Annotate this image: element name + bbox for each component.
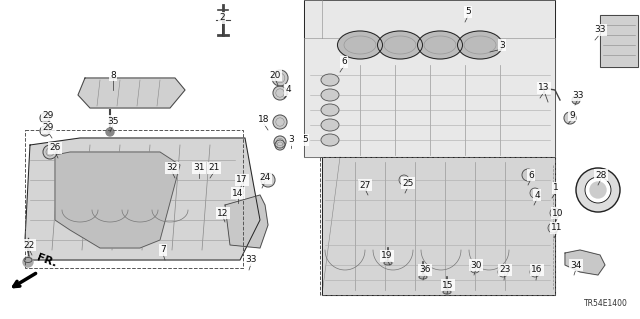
Text: 14: 14 [232, 189, 244, 197]
Polygon shape [78, 78, 185, 108]
Circle shape [40, 113, 50, 123]
Ellipse shape [321, 119, 339, 131]
Circle shape [275, 140, 285, 150]
Text: 33: 33 [572, 91, 584, 100]
Circle shape [261, 173, 275, 187]
Circle shape [576, 168, 620, 212]
Text: 34: 34 [570, 261, 582, 270]
Bar [600, 15, 638, 67]
Circle shape [273, 86, 287, 100]
Text: 1: 1 [553, 183, 559, 192]
Text: 36: 36 [419, 265, 431, 275]
Text: 35: 35 [108, 116, 119, 125]
Circle shape [23, 257, 33, 267]
Text: 21: 21 [208, 164, 220, 173]
Text: 29: 29 [42, 123, 54, 132]
Text: 22: 22 [24, 241, 35, 249]
Polygon shape [565, 250, 605, 275]
Ellipse shape [417, 31, 463, 59]
Ellipse shape [337, 31, 383, 59]
Circle shape [564, 112, 576, 124]
Text: 15: 15 [442, 280, 454, 290]
Text: 30: 30 [470, 261, 482, 270]
Text: 32: 32 [166, 164, 178, 173]
Text: 10: 10 [552, 209, 564, 218]
Text: 29: 29 [42, 110, 54, 120]
Circle shape [274, 136, 286, 148]
Text: 19: 19 [381, 251, 393, 261]
Text: 5: 5 [465, 8, 471, 17]
Circle shape [530, 267, 540, 277]
Circle shape [470, 263, 480, 273]
Text: 4: 4 [534, 190, 540, 199]
Ellipse shape [321, 104, 339, 116]
Circle shape [43, 145, 57, 159]
Text: 6: 6 [528, 170, 534, 180]
Text: 23: 23 [499, 265, 511, 275]
Text: 33: 33 [595, 26, 605, 34]
Circle shape [585, 177, 611, 203]
Ellipse shape [321, 74, 339, 86]
Polygon shape [304, 0, 555, 157]
Bar [25, 130, 243, 268]
Circle shape [548, 223, 558, 233]
Bar [358, 180, 366, 190]
Circle shape [590, 182, 606, 198]
Text: 28: 28 [595, 170, 607, 180]
Text: 24: 24 [259, 174, 271, 182]
Text: 16: 16 [531, 265, 543, 275]
Ellipse shape [378, 31, 422, 59]
Circle shape [550, 208, 560, 218]
Bar [358, 180, 366, 190]
Text: 17: 17 [236, 175, 248, 184]
Ellipse shape [443, 290, 451, 294]
Bar [320, 157, 555, 295]
Text: 12: 12 [218, 209, 228, 218]
Text: 6: 6 [341, 57, 347, 66]
Circle shape [530, 188, 540, 198]
Text: FR.: FR. [35, 253, 58, 269]
Ellipse shape [419, 275, 427, 279]
Text: 25: 25 [403, 179, 413, 188]
Text: 31: 31 [193, 164, 205, 173]
Text: 27: 27 [359, 181, 371, 189]
Text: 2: 2 [219, 13, 225, 23]
Circle shape [272, 70, 288, 86]
Text: 5: 5 [302, 136, 308, 145]
Text: 3: 3 [499, 41, 505, 49]
Text: 26: 26 [49, 144, 61, 152]
Text: 4: 4 [285, 85, 291, 94]
Text: 7: 7 [160, 246, 166, 255]
Polygon shape [55, 152, 180, 248]
Polygon shape [25, 138, 260, 260]
Text: 13: 13 [538, 84, 550, 93]
Circle shape [572, 96, 580, 104]
Ellipse shape [321, 89, 339, 101]
Polygon shape [322, 157, 555, 295]
Circle shape [498, 267, 508, 277]
Bar [600, 15, 638, 67]
Text: 11: 11 [551, 224, 563, 233]
Ellipse shape [321, 134, 339, 146]
Text: TR54E1400: TR54E1400 [584, 299, 628, 308]
Text: 3: 3 [288, 136, 294, 145]
Circle shape [522, 169, 534, 181]
Circle shape [40, 126, 50, 136]
Polygon shape [225, 195, 268, 248]
Text: 33: 33 [245, 256, 257, 264]
Circle shape [273, 115, 287, 129]
Ellipse shape [384, 261, 392, 265]
Text: 20: 20 [269, 70, 281, 79]
Text: 18: 18 [259, 115, 269, 124]
Ellipse shape [458, 31, 502, 59]
Text: 9: 9 [569, 110, 575, 120]
Circle shape [399, 175, 409, 185]
Circle shape [106, 128, 114, 136]
Text: 8: 8 [110, 70, 116, 79]
